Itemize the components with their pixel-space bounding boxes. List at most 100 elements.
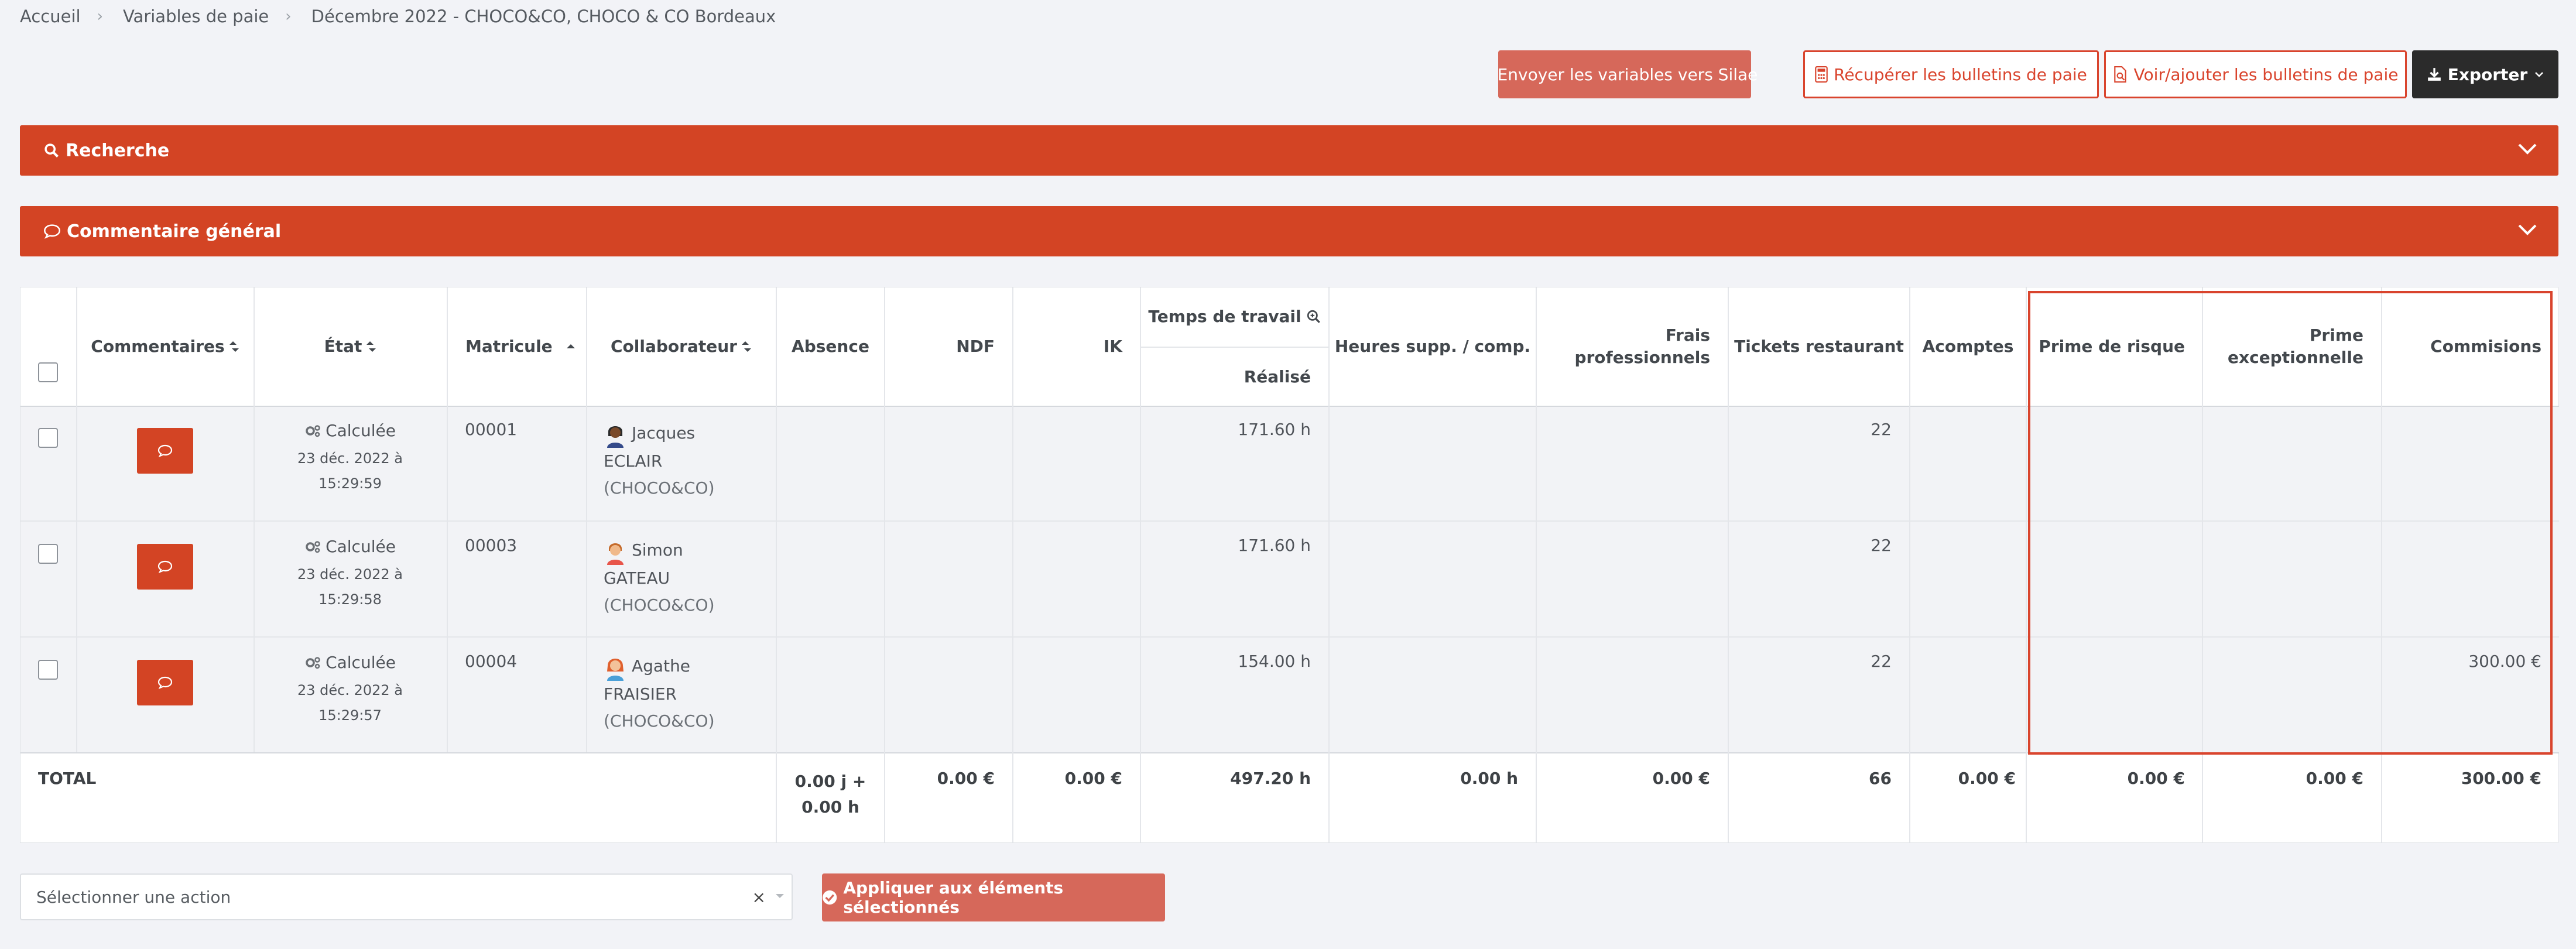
bulk-action-select[interactable]: Sélectionner une action × (20, 873, 793, 920)
payroll-variables-table: Commentaires État Matricule Collaborateu… (20, 287, 2559, 843)
column-header-state[interactable]: État (255, 287, 447, 406)
chevron-right-icon: › (97, 8, 103, 25)
column-header-tickets[interactable]: Tickets restaurant (1734, 337, 1904, 356)
state-label: Calculée (326, 537, 396, 556)
collaborator-cell[interactable]: Agathe FRAISIER (CHOCO&CO) (604, 653, 715, 735)
state-date: 23 déc. 2022 à (297, 566, 403, 583)
calculator-icon (1815, 66, 1828, 83)
download-icon (2427, 68, 2441, 81)
state-label: Calculée (326, 653, 396, 672)
total-risk-bonus: 0.00 € (2127, 769, 2185, 788)
state-date: 23 déc. 2022 à (297, 682, 403, 698)
general-comment-panel-title: Commentaire général (67, 221, 282, 242)
general-comment-panel-header[interactable]: Commentaire général (20, 206, 2558, 256)
column-header-work-time[interactable]: Temps de travail (1141, 287, 1328, 346)
total-commissions: 300.00 € (2461, 769, 2541, 788)
comment-button[interactable] (137, 428, 193, 474)
column-header-commissions[interactable]: Commisions (2430, 337, 2541, 356)
chevron-down-icon[interactable] (774, 892, 786, 900)
column-header-matricule[interactable]: Matricule (465, 287, 586, 406)
column-header-absence[interactable]: Absence (792, 337, 869, 356)
comment-icon (157, 676, 173, 690)
breadcrumb-current: Décembre 2022 - CHOCO&CO, CHOCO & CO Bor… (311, 6, 776, 26)
comment-icon (44, 224, 60, 239)
column-header-exceptional-bonus[interactable]: Prime exceptionnelle (2228, 326, 2363, 367)
column-header-advances[interactable]: Acomptes (1922, 337, 2014, 356)
get-payslips-button[interactable]: Récupérer les bulletins de paie (1803, 50, 2099, 98)
export-label: Exporter (2447, 64, 2528, 84)
table-body (20, 407, 2559, 753)
breadcrumb: Accueil › Variables de paie › Décembre 2… (20, 4, 776, 29)
comment-icon (157, 444, 173, 458)
column-header-expenses[interactable]: Frais professionnels (1574, 326, 1710, 367)
total-tickets: 66 (1869, 769, 1892, 788)
column-header-overtime[interactable]: Heures supp. / comp. (1334, 337, 1531, 356)
realized-cell: 154.00 h (1238, 652, 1311, 671)
total-absence: 0.00 j +0.00 h (794, 772, 866, 817)
state-date: 23 déc. 2022 à (297, 450, 403, 467)
total-expenses: 0.00 € (1652, 769, 1710, 788)
matricule-cell: 00001 (465, 420, 518, 439)
row-checkbox[interactable] (38, 544, 58, 564)
apply-to-selected-button[interactable]: Appliquer aux éléments sélectionnés (822, 873, 1165, 921)
cogs-icon (306, 541, 320, 553)
sort-icon (741, 340, 752, 353)
state-time: 15:29:59 (318, 475, 382, 492)
row-checkbox[interactable] (38, 428, 58, 448)
chevron-down-icon (2535, 72, 2544, 77)
select-all-checkbox[interactable] (38, 362, 58, 382)
total-label: TOTAL (38, 769, 97, 788)
view-add-payslips-label: Voir/ajouter les bulletins de paie (2133, 64, 2399, 84)
tickets-cell: 22 (1871, 536, 1892, 555)
chevron-down-icon[interactable] (2517, 222, 2537, 237)
state-cell: Calculée 23 déc. 2022 à 15:29:57 (254, 650, 447, 728)
state-cell: Calculée 23 déc. 2022 à 15:29:58 (254, 535, 447, 612)
column-header-ndf[interactable]: NDF (956, 337, 995, 356)
total-realized: 497.20 h (1230, 769, 1311, 788)
sort-icon (228, 340, 240, 353)
column-header-collaborator[interactable]: Collaborateur (587, 287, 776, 406)
total-ndf: 0.00 € (937, 769, 995, 788)
column-header-realized[interactable]: Réalisé (1244, 366, 1311, 386)
row-checkbox[interactable] (38, 660, 58, 680)
avatar (607, 426, 624, 448)
file-search-icon (2113, 66, 2126, 83)
total-ik: 0.00 € (1064, 769, 1122, 788)
column-header-comments[interactable]: Commentaires (77, 287, 254, 406)
state-label: Calculée (326, 421, 396, 440)
collaborator-cell[interactable]: Simon GATEAU (CHOCO&CO) (604, 537, 715, 619)
state-cell: Calculée 23 déc. 2022 à 15:29:59 (254, 419, 447, 496)
state-time: 15:29:58 (318, 591, 382, 608)
realized-cell: 171.60 h (1238, 420, 1311, 439)
breadcrumb-payroll-variables[interactable]: Variables de paie (122, 6, 269, 26)
bulk-action-placeholder: Sélectionner une action (36, 887, 231, 907)
column-header-ik[interactable]: IK (1103, 337, 1122, 356)
avatar (607, 659, 624, 681)
matricule-cell: 00003 (465, 536, 518, 555)
column-header-risk-bonus[interactable]: Prime de risque (2039, 337, 2185, 356)
sort-icon (365, 340, 377, 353)
total-exceptional-bonus: 0.00 € (2306, 769, 2363, 788)
export-button[interactable]: Exporter (2412, 50, 2558, 98)
comment-icon (157, 560, 173, 574)
send-to-silae-button[interactable]: Envoyer les variables vers Silae (1498, 50, 1758, 98)
matricule-cell: 00004 (465, 652, 518, 671)
comment-button[interactable] (137, 660, 193, 705)
send-to-silae-label: Envoyer les variables vers Silae (1497, 64, 1758, 84)
cogs-icon (306, 657, 320, 669)
commissions-cell: 300.00 € (2468, 652, 2541, 671)
collaborator-cell[interactable]: Jacques ECLAIR (CHOCO&CO) (604, 420, 715, 502)
view-add-payslips-button[interactable]: Voir/ajouter les bulletins de paie (2104, 50, 2407, 98)
comment-button[interactable] (137, 544, 193, 590)
apply-label: Appliquer aux éléments sélectionnés (843, 878, 1064, 917)
zoom-in-icon[interactable] (1306, 309, 1321, 324)
clear-selection-icon[interactable]: × (752, 888, 766, 907)
total-advances: 0.00 € (1958, 769, 2016, 788)
check-circle-icon (823, 890, 837, 905)
get-payslips-label: Récupérer les bulletins de paie (1834, 64, 2087, 84)
tickets-cell: 22 (1871, 420, 1892, 439)
chevron-down-icon[interactable] (2517, 142, 2537, 156)
search-panel-header[interactable]: Recherche (20, 125, 2558, 176)
breadcrumb-home[interactable]: Accueil (20, 6, 81, 26)
total-overtime: 0.00 h (1460, 769, 1518, 788)
